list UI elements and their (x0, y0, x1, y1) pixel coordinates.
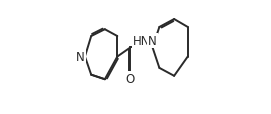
Text: N: N (148, 35, 157, 48)
Text: O: O (126, 73, 135, 86)
Text: N: N (76, 51, 85, 63)
Text: HN: HN (133, 35, 150, 48)
